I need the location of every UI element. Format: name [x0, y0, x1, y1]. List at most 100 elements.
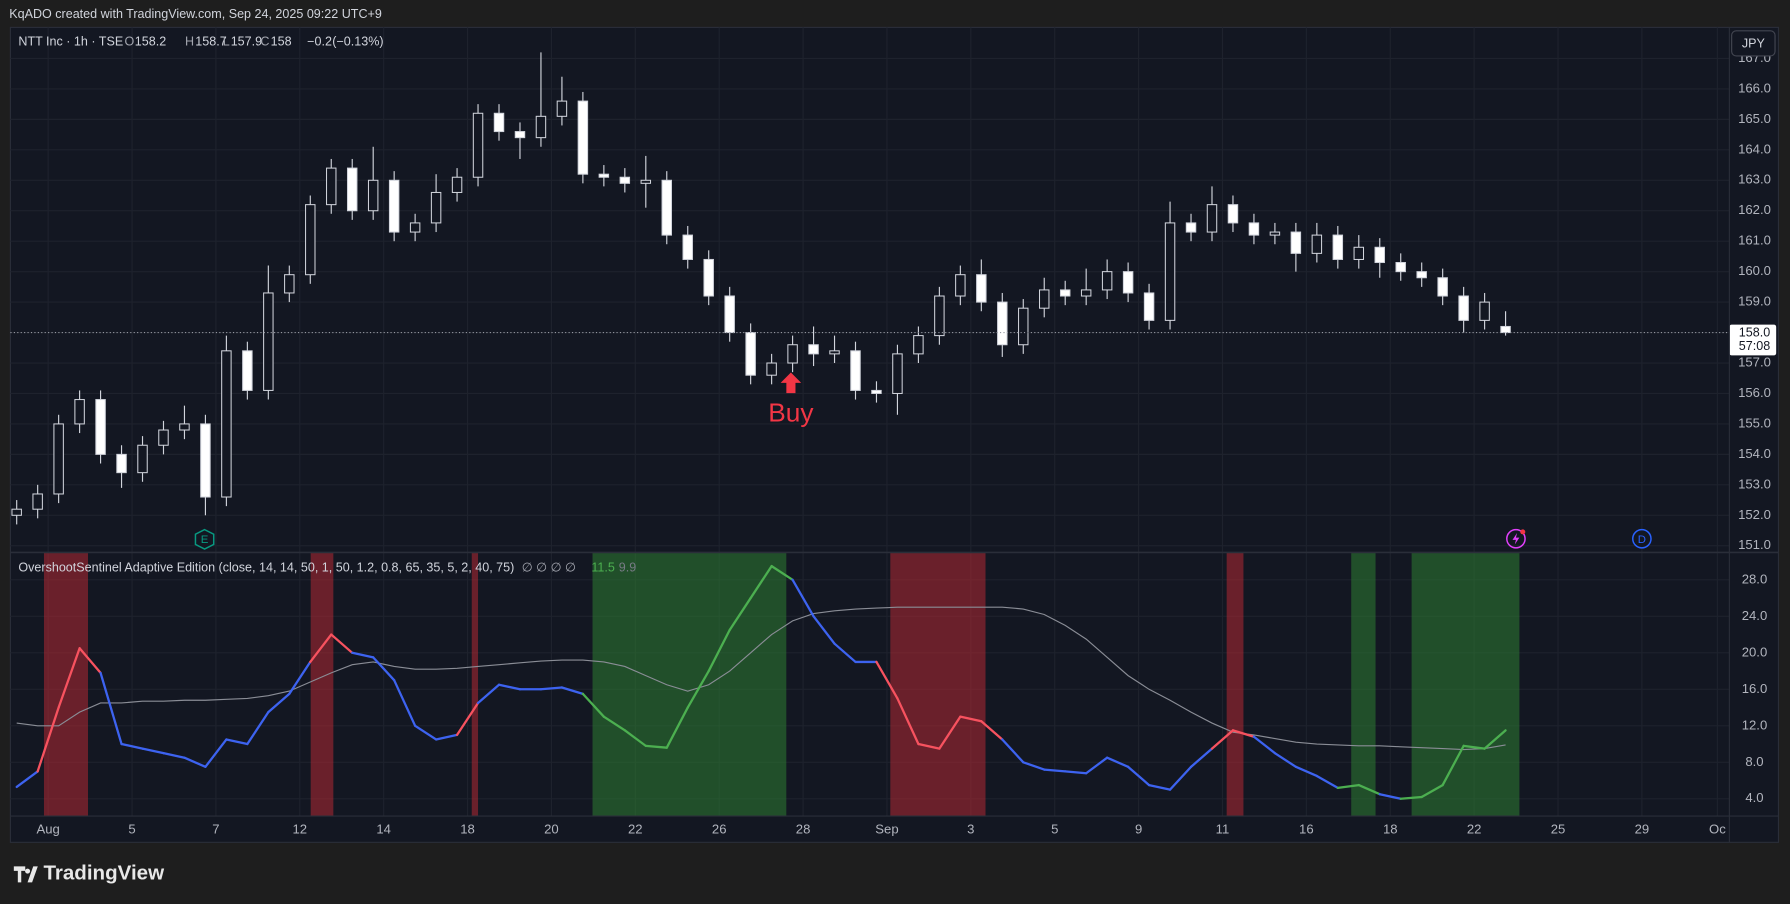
candle-body	[1059, 289, 1071, 297]
oscillator-segment	[539, 686, 564, 691]
candle-body	[556, 100, 568, 117]
oscillator-segment	[99, 671, 123, 746]
oscillator-segment	[1022, 761, 1046, 771]
oscillator-segment	[330, 633, 354, 654]
y-tick-label: 4.0	[1745, 790, 1763, 805]
buy-arrow	[780, 372, 802, 394]
signal-zone	[592, 552, 787, 817]
oscillator-segment	[413, 724, 438, 741]
candle-body	[32, 493, 43, 510]
y-tick-label: 20.0	[1742, 644, 1768, 659]
oscillator-segment	[1420, 783, 1444, 799]
y-tick-label: 157.0	[1738, 354, 1771, 369]
candle-body	[326, 167, 337, 206]
y-tick-label: 151.0	[1738, 537, 1771, 552]
candle-body	[787, 344, 798, 364]
candle-body	[1311, 234, 1323, 254]
x-tick-label: 26	[712, 821, 727, 836]
candle-body	[724, 295, 735, 334]
alert-icon[interactable]	[1506, 528, 1526, 549]
oscillator-segment	[770, 564, 794, 581]
oscillator-segment	[309, 633, 333, 664]
event-marker[interactable]	[1632, 528, 1652, 549]
x-tick-label: Oc	[1709, 821, 1726, 836]
oscillator-segment	[707, 628, 731, 673]
candle-body	[388, 179, 400, 233]
currency[interactable]: JPY	[1742, 36, 1766, 50]
background-layer	[10, 27, 1730, 817]
oscillator-segment	[581, 692, 606, 718]
candle-body	[1039, 289, 1050, 309]
y-tick-label: 159.0	[1738, 294, 1771, 309]
candle-body	[74, 399, 85, 425]
ohlc-letter: L	[223, 35, 230, 49]
candle-body	[1269, 231, 1281, 236]
oscillator-segment	[1315, 774, 1339, 789]
candle-body	[472, 112, 484, 178]
candle-body	[934, 295, 945, 337]
event-marker[interactable]	[194, 528, 215, 550]
candle-body	[1416, 271, 1427, 279]
oscillator-segment	[497, 683, 522, 691]
change-percent: (−0.13%)	[332, 35, 383, 49]
y-tick-label: 166.0	[1738, 80, 1771, 95]
candle-body	[1332, 234, 1344, 260]
x-tick-label: 3	[967, 821, 974, 836]
candle-body	[305, 204, 316, 276]
ohlc-value: 157.9	[231, 35, 262, 49]
candle-body	[95, 399, 106, 455]
candle-body	[913, 335, 924, 355]
candle-body	[284, 274, 295, 294]
y-tick-label: 163.0	[1738, 172, 1771, 187]
oscillator-segment	[896, 697, 920, 746]
annotation: Buy	[768, 398, 814, 428]
candle-body	[116, 453, 127, 474]
oscillator-segment	[455, 701, 480, 737]
currency-button[interactable]	[1731, 30, 1776, 57]
oscillator-segment	[1378, 793, 1402, 800]
y-tick-label: 162.0	[1738, 202, 1771, 217]
y-tick-label: 28.0	[1742, 571, 1768, 586]
oscillator-segment	[623, 729, 647, 748]
candle-body	[1374, 246, 1385, 264]
candle-body	[892, 353, 903, 394]
oscillator-segment	[1231, 729, 1256, 738]
signal-zone	[471, 552, 479, 817]
y-tick-label: 160.0	[1738, 263, 1771, 278]
oscillator-segment	[749, 564, 773, 600]
x-tick-label: 29	[1635, 821, 1650, 836]
marks-layer	[11, 52, 1511, 800]
candle-body	[577, 100, 589, 175]
candle-body	[955, 274, 966, 297]
candle-body	[661, 179, 673, 236]
ohlc-letter: O	[125, 35, 135, 49]
oscillator-segment	[1189, 747, 1214, 768]
candle-body	[1458, 295, 1469, 321]
candle-body	[409, 222, 421, 233]
candle-body	[1500, 325, 1511, 334]
oscillator-segment	[602, 715, 626, 732]
oscillator-segment	[812, 615, 836, 645]
y-tick-label: 16.0	[1742, 681, 1768, 696]
candle-body	[221, 350, 232, 498]
oscillator-segment	[351, 651, 375, 659]
oscillator-segment	[560, 686, 585, 695]
indicator-title: OvershootSentinel Adaptive Edition (clos…	[18, 561, 514, 575]
candle-body	[1122, 271, 1134, 294]
oscillator-segment	[1462, 744, 1486, 750]
candle-body	[242, 350, 253, 391]
y-tick-label: 153.0	[1738, 476, 1771, 491]
signal-zone	[1226, 552, 1244, 817]
candle-body	[430, 191, 442, 224]
oscillator-segment	[1168, 765, 1193, 791]
credit: KqADO created with TradingView.com, Sep …	[9, 7, 382, 21]
candle-body	[745, 332, 756, 376]
candle-body	[514, 131, 526, 139]
oscillator-segment	[78, 647, 102, 675]
last-price-box	[1729, 324, 1777, 356]
oscillator-segment	[1336, 783, 1360, 789]
signal-zone	[890, 552, 986, 817]
oscillator-segment	[36, 706, 60, 773]
oscillator-segment	[1441, 744, 1465, 787]
